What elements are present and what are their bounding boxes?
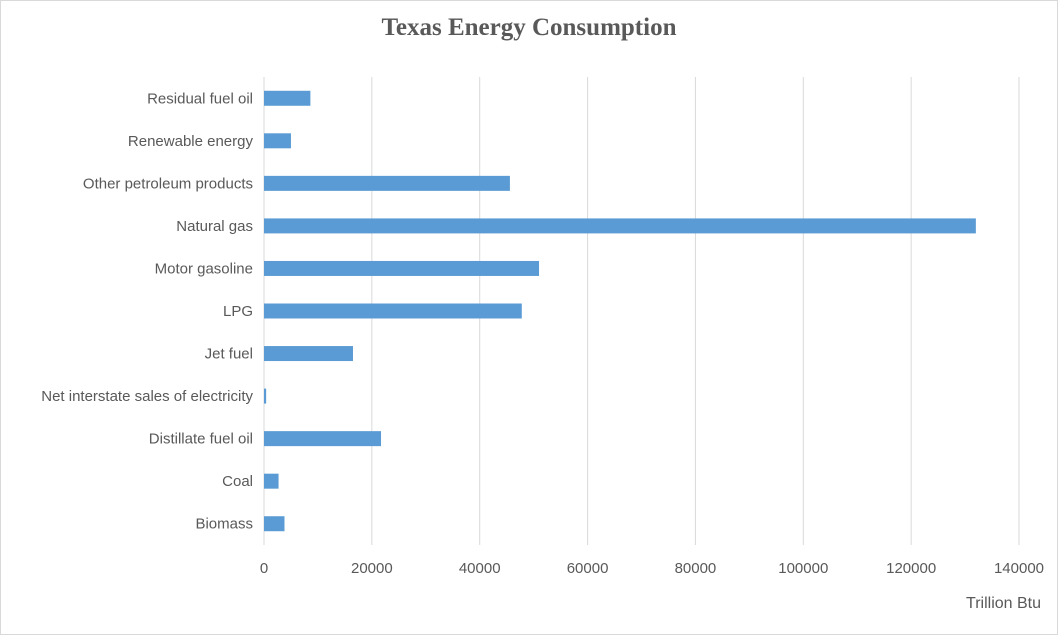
category-label: Natural gas (176, 218, 253, 235)
category-label: Motor gasoline (155, 260, 253, 277)
category-label: Coal (222, 473, 253, 490)
category-label: Renewable energy (128, 133, 254, 150)
category-labels: Biomass Coal Distillate fuel oil Net inters… (41, 90, 253, 532)
gridlines (263, 77, 1020, 545)
bars (264, 90, 976, 532)
bar-jet-fuel (264, 346, 353, 362)
bar-biomass (264, 516, 285, 532)
category-label: Biomass (195, 516, 253, 533)
bar-distillate-fuel-oil (264, 431, 382, 447)
bar-residual-fuel-oil (264, 90, 311, 106)
category-label: Residual fuel oil (147, 90, 253, 107)
bar-net-interstate-sales-of-electricity (264, 388, 267, 404)
x-tick-label: 120000 (886, 560, 936, 577)
bar-other-petroleum-products (264, 175, 510, 191)
bar-lpg (264, 303, 522, 319)
x-tick-label: 80000 (675, 560, 717, 577)
x-tick-label: 100000 (778, 560, 828, 577)
category-label: LPG (223, 303, 253, 320)
bar-natural-gas (264, 218, 976, 234)
category-label: Jet fuel (205, 346, 253, 363)
bar-motor-gasoline (264, 260, 540, 276)
bar-coal (264, 473, 279, 489)
chart-title: Texas Energy Consumption (381, 14, 677, 41)
x-tick-labels: 0 20000 40000 60000 80000 100000 120000 140000 (260, 560, 1044, 577)
x-axis-title: Trillion Btu (966, 595, 1041, 612)
x-tick-label: 20000 (351, 560, 393, 577)
category-label: Net interstate sales of electricity (41, 388, 253, 405)
x-tick-label: 140000 (994, 560, 1044, 577)
category-label: Other petroleum products (83, 175, 253, 192)
category-label: Distillate fuel oil (149, 431, 253, 448)
x-tick-label: 0 (260, 560, 268, 577)
bar-renewable-energy (264, 133, 291, 149)
x-tick-label: 60000 (567, 560, 609, 577)
x-tick-label: 40000 (459, 560, 501, 577)
